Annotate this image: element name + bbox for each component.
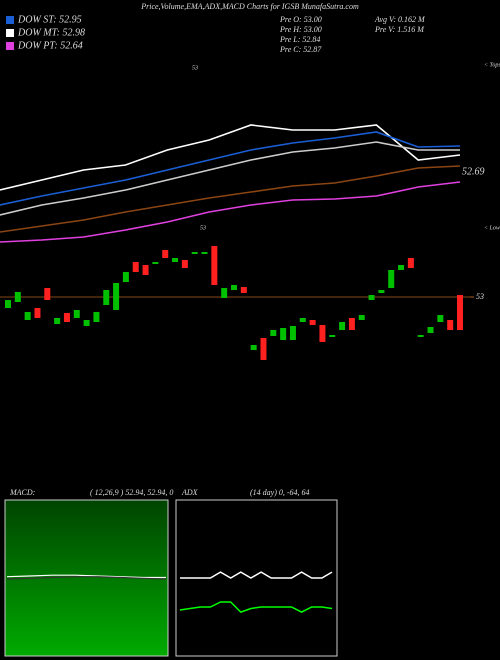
series-line [6, 576, 167, 580]
annotation: < Tops [484, 62, 500, 68]
info: Pre V: 1.516 M [374, 25, 425, 34]
candle-body [260, 338, 267, 360]
candle-body [122, 272, 129, 282]
macd-subtitle: ( 12,26,9 ) 52.94, 52.94, 0 [90, 488, 173, 497]
candle-body [348, 318, 355, 330]
candle-body [289, 326, 296, 340]
adx-title: ADX [181, 488, 199, 497]
candle-body [457, 295, 463, 330]
candle-body [132, 262, 139, 272]
candle-body [172, 258, 179, 262]
info: Pre C: 52.87 [279, 45, 322, 54]
annotation: < Lows [484, 225, 500, 231]
candle-body [113, 283, 120, 310]
candle-body [63, 313, 70, 322]
candle-body [24, 312, 31, 320]
candle-body [398, 265, 405, 270]
legend-swatch [6, 29, 14, 37]
candle-body [309, 320, 316, 325]
candle-body [181, 260, 188, 268]
candle-body [250, 345, 257, 350]
legend-swatch [6, 42, 14, 50]
candle-body [270, 330, 277, 336]
candle-body [34, 308, 41, 318]
candle-body [299, 318, 306, 322]
macd-title: MACD: [9, 488, 36, 497]
series-line [0, 124, 461, 191]
info: Pre O: 53.00 [279, 15, 322, 24]
legend-label: DOW PT: 52.64 [17, 40, 83, 51]
info: Pre H: 53.00 [279, 25, 322, 34]
annotation: 53 [200, 225, 206, 231]
candle-body [211, 246, 218, 285]
candle-body [339, 322, 346, 330]
candle-body [329, 335, 336, 337]
candle-body [93, 312, 100, 322]
candle-body [221, 288, 228, 298]
series-line [179, 601, 333, 613]
candle-body [417, 335, 424, 337]
candle-body [5, 300, 11, 308]
candle-body [142, 265, 149, 275]
y-tick-label: 53 [476, 292, 484, 301]
candle-body [103, 290, 110, 305]
legend-label: DOW MT: 52.98 [17, 27, 85, 38]
candle-body [14, 292, 21, 302]
candle-body [191, 252, 198, 254]
series-line [6, 574, 166, 579]
annotation: 53 [192, 65, 198, 71]
candle-body [83, 320, 90, 326]
candle-body [378, 290, 385, 293]
series-line [0, 181, 461, 243]
candle-body [407, 258, 414, 268]
candle-body [368, 295, 375, 300]
candle-body [280, 328, 287, 340]
series-line [0, 141, 460, 216]
candle-body [437, 315, 444, 322]
series-line [180, 571, 333, 579]
info: Pre L: 52.84 [279, 35, 320, 44]
candle-body [162, 250, 169, 258]
candle-body [358, 315, 365, 320]
candle-body [388, 270, 395, 288]
candle-body [240, 287, 247, 293]
end-label: 52.69 [462, 166, 485, 177]
series-line [0, 165, 461, 233]
legend-swatch [6, 16, 14, 24]
candle-body [73, 310, 80, 318]
legend-label: DOW ST: 52.95 [17, 14, 82, 25]
candle-body [427, 327, 434, 333]
candle-body [54, 318, 61, 324]
info: Avg V: 0.162 M [374, 15, 426, 24]
title: Price,Volume,EMA,ADX,MACD Charts for IGS… [140, 2, 359, 11]
series-line [0, 131, 461, 206]
candle-body [44, 288, 51, 300]
candle-body [231, 285, 237, 290]
candle-body [152, 262, 159, 264]
candle-body [201, 252, 208, 254]
candle-body [319, 325, 326, 342]
candle-body [447, 320, 454, 330]
adx-subtitle: (14 day) 0, -64, 64 [250, 488, 310, 497]
